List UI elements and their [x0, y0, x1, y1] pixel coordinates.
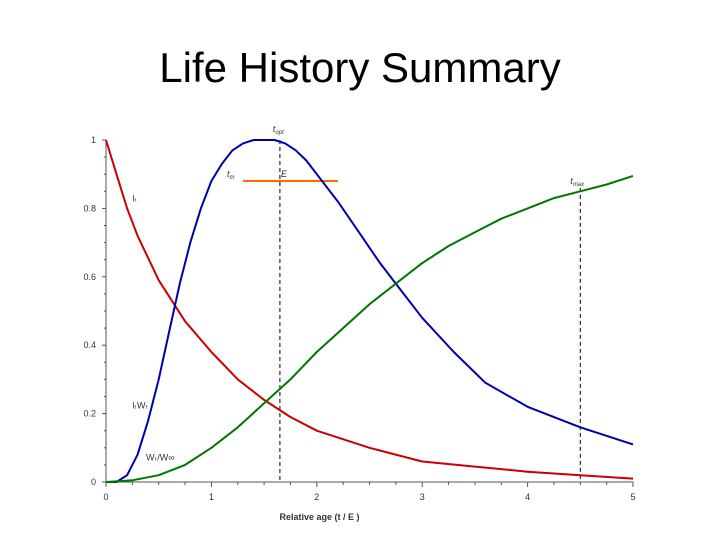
- series-line-0: [105, 139, 634, 480]
- y-tick-label: 0.6: [83, 272, 96, 282]
- annotation-label: topt: [273, 124, 284, 136]
- annotation-subscript: m: [230, 175, 235, 181]
- annotation-label: tm: [227, 169, 235, 181]
- series-label: Wₜ/W∞: [146, 452, 175, 462]
- y-tick-label: 0.4: [83, 340, 96, 350]
- annotation-subscript: max: [573, 182, 585, 188]
- y-tick-label: 0.8: [83, 203, 96, 213]
- annotation-label: tmax: [570, 176, 585, 188]
- x-axis-label: Relative age (t / E ): [279, 512, 359, 522]
- x-tick-label: 2: [314, 492, 319, 502]
- series-line-1: [106, 139, 634, 483]
- series-label: lₜ: [132, 194, 137, 204]
- y-tick-label: 0.2: [83, 409, 96, 419]
- y-tick-label: 0: [91, 477, 96, 487]
- series-line-2: [105, 174, 634, 483]
- y-tick-label: 1: [91, 135, 96, 145]
- x-tick-label: 0: [103, 492, 108, 502]
- slide-title: Life History Summary: [159, 44, 561, 91]
- annotation-subscript: opt: [275, 130, 284, 136]
- x-tick-label: 4: [525, 492, 530, 502]
- annotation-label: E: [281, 169, 288, 179]
- x-tick-label: 5: [630, 492, 635, 502]
- series-label: lₜWₜ: [132, 400, 148, 410]
- x-tick-label: 3: [420, 492, 425, 502]
- x-tick-label: 1: [209, 492, 214, 502]
